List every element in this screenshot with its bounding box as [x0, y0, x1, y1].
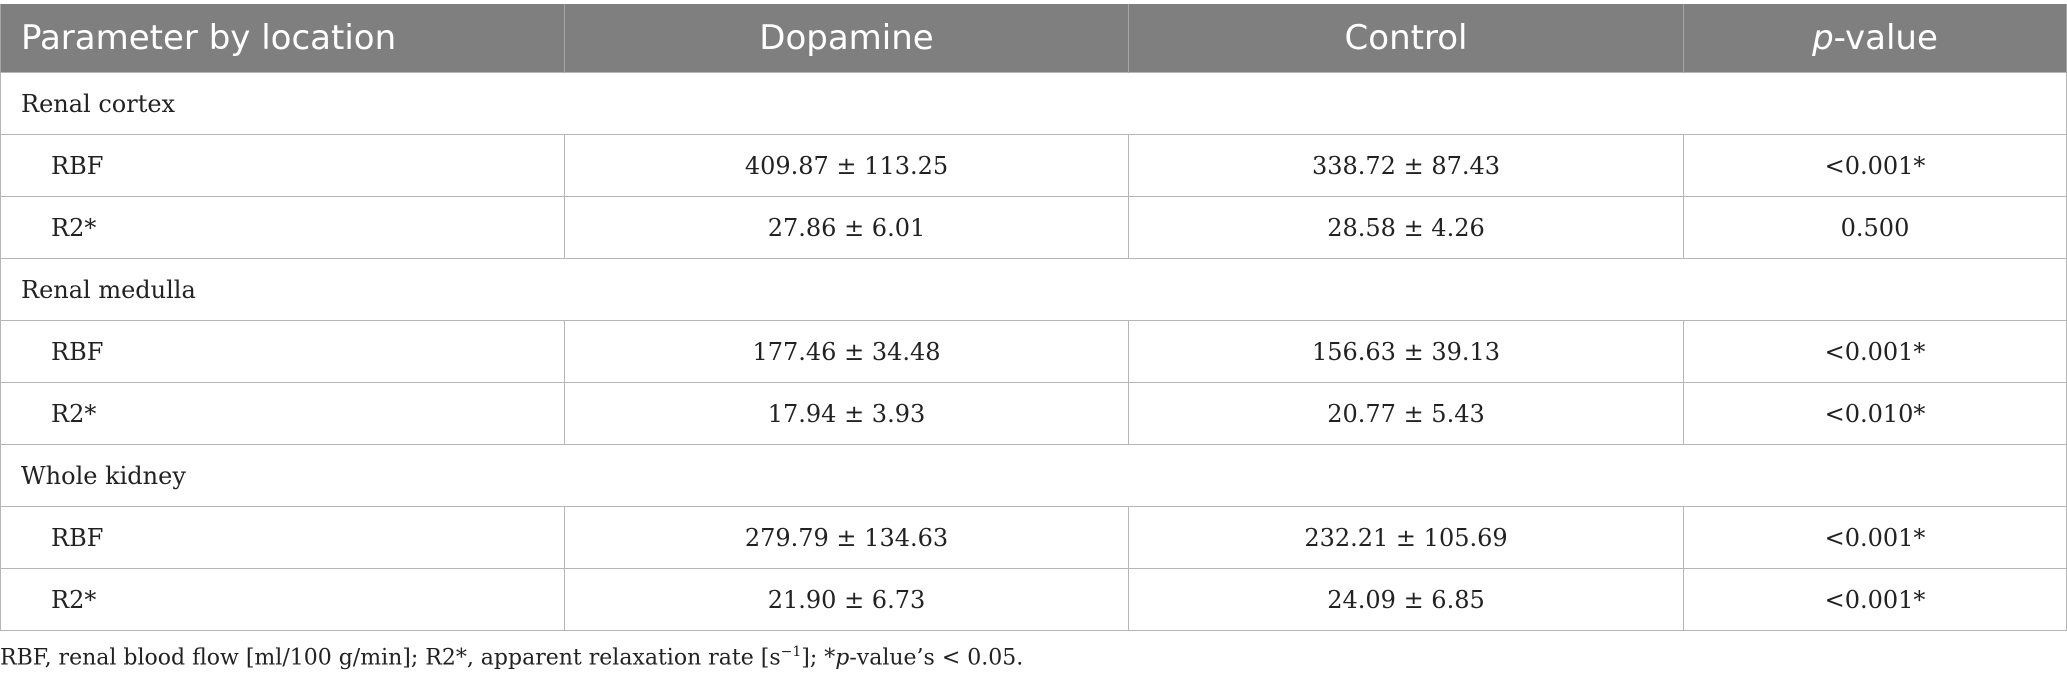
section-title-whole-kidney: Whole kidney — [0, 444, 2067, 507]
section-title-renal-medulla: Renal medulla — [0, 258, 2067, 321]
p-value-cell: <0.001* — [1683, 506, 2067, 569]
p-value-cell: <0.001* — [1683, 320, 2067, 383]
p-value-cell: <0.010* — [1683, 382, 2067, 445]
control-cell: 232.21 ± 105.69 — [1128, 506, 1684, 569]
table-footnote: RBF, renal blood flow [ml/100 g/min]; R2… — [0, 644, 1023, 670]
footnote-text-1: RBF, renal blood flow [ml/100 g/min]; R2… — [0, 645, 781, 671]
footnote-superscript: −1 — [780, 644, 802, 660]
header-p-value: p-value — [1683, 4, 2067, 73]
footnote-text-3: -value’s < 0.05. — [849, 645, 1024, 671]
dopamine-cell: 27.86 ± 6.01 — [564, 196, 1129, 259]
section-row: Renal medulla — [0, 258, 2067, 321]
table-row: RBF 279.79 ± 134.63 232.21 ± 105.69 <0.0… — [0, 506, 2067, 569]
dopamine-cell: 279.79 ± 134.63 — [564, 506, 1129, 569]
header-parameter: Parameter by location — [0, 4, 565, 73]
header-control: Control — [1128, 4, 1684, 73]
table-row: RBF 409.87 ± 113.25 338.72 ± 87.43 <0.00… — [0, 134, 2067, 197]
table-row: R2* 27.86 ± 6.01 28.58 ± 4.26 0.500 — [0, 196, 2067, 259]
control-cell: 338.72 ± 87.43 — [1128, 134, 1684, 197]
header-p-suffix: -value — [1833, 18, 1938, 58]
param-cell: R2* — [0, 196, 565, 259]
p-value-cell: <0.001* — [1683, 134, 2067, 197]
dopamine-cell: 17.94 ± 3.93 — [564, 382, 1129, 445]
p-value-cell: <0.001* — [1683, 568, 2067, 631]
header-p-italic: p — [1812, 18, 1834, 58]
section-row: Whole kidney — [0, 444, 2067, 507]
control-cell: 156.63 ± 39.13 — [1128, 320, 1684, 383]
control-cell: 20.77 ± 5.43 — [1128, 382, 1684, 445]
footnote-p-italic: p — [835, 645, 850, 671]
table-row: R2* 21.90 ± 6.73 24.09 ± 6.85 <0.001* — [0, 568, 2067, 631]
table-row: R2* 17.94 ± 3.93 20.77 ± 5.43 <0.010* — [0, 382, 2067, 445]
dopamine-cell: 21.90 ± 6.73 — [564, 568, 1129, 631]
param-cell: RBF — [0, 506, 565, 569]
control-cell: 28.58 ± 4.26 — [1128, 196, 1684, 259]
control-cell: 24.09 ± 6.85 — [1128, 568, 1684, 631]
param-cell: RBF — [0, 134, 565, 197]
header-dopamine: Dopamine — [564, 4, 1129, 73]
table-row: RBF 177.46 ± 34.48 156.63 ± 39.13 <0.001… — [0, 320, 2067, 383]
p-value-cell: 0.500 — [1683, 196, 2067, 259]
param-cell: RBF — [0, 320, 565, 383]
section-row: Renal cortex — [0, 72, 2067, 135]
section-title-renal-cortex: Renal cortex — [0, 72, 2067, 135]
footnote-text-2: ]; * — [801, 645, 836, 671]
header-row: Parameter by location Dopamine Control p… — [0, 4, 2067, 73]
dopamine-cell: 409.87 ± 113.25 — [564, 134, 1129, 197]
dopamine-cell: 177.46 ± 34.48 — [564, 320, 1129, 383]
param-cell: R2* — [0, 568, 565, 631]
param-cell: R2* — [0, 382, 565, 445]
results-table: Parameter by location Dopamine Control p… — [0, 4, 2067, 631]
